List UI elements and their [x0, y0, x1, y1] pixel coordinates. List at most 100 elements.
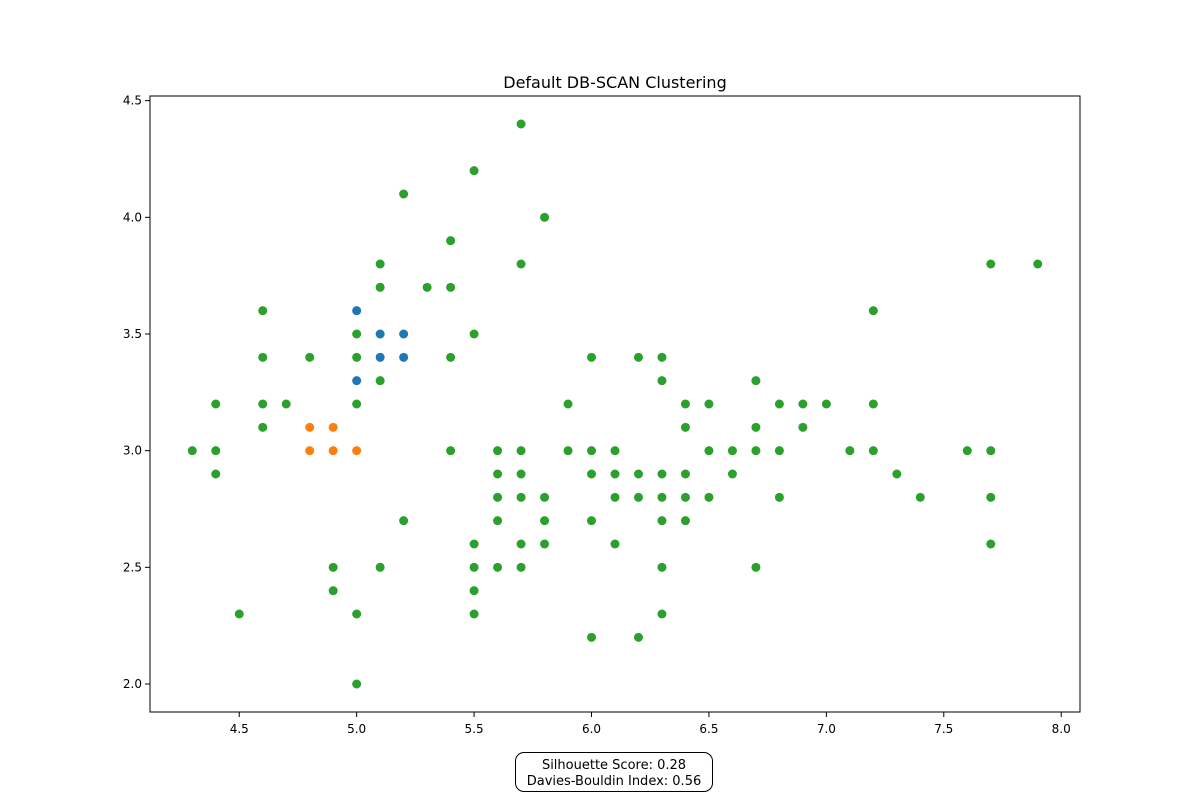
data-point-cluster-2-79 [493, 516, 503, 526]
data-point-cluster-1-1 [328, 422, 338, 432]
data-point-cluster-2-54 [868, 446, 878, 456]
data-point-cluster-2-19 [446, 352, 456, 362]
data-point-cluster-1-0 [305, 422, 315, 432]
data-point-cluster-2-47 [587, 446, 597, 456]
data-point-cluster-2-43 [446, 446, 456, 456]
x-tick-label: 4.5 [230, 722, 249, 736]
data-point-cluster-2-26 [211, 399, 221, 409]
data-point-cluster-2-99 [352, 609, 362, 619]
data-point-cluster-2-58 [493, 469, 503, 479]
data-point-cluster-2-98 [234, 609, 244, 619]
data-point-cluster-2-104 [352, 679, 362, 689]
data-point-cluster-2-81 [587, 516, 597, 526]
data-point-cluster-2-85 [516, 539, 526, 549]
data-point-cluster-2-40 [798, 422, 808, 432]
data-point-cluster-2-23 [375, 376, 385, 386]
data-point-cluster-2-56 [986, 446, 996, 456]
data-point-cluster-2-37 [258, 422, 268, 432]
data-point-cluster-2-60 [587, 469, 597, 479]
x-tick-label: 6.0 [582, 722, 601, 736]
data-point-cluster-2-84 [469, 539, 479, 549]
x-tick-label: 7.0 [817, 722, 836, 736]
data-point-cluster-2-49 [704, 446, 714, 456]
y-tick-label: 2.0 [123, 677, 142, 691]
data-point-cluster-0-4 [399, 352, 409, 362]
data-point-cluster-2-25 [751, 376, 761, 386]
data-point-cluster-2-69 [540, 492, 550, 502]
data-point-cluster-2-41 [187, 446, 197, 456]
data-point-cluster-2-89 [328, 562, 338, 572]
data-point-cluster-2-53 [845, 446, 855, 456]
data-point-cluster-2-65 [727, 469, 737, 479]
data-point-cluster-2-52 [774, 446, 784, 456]
data-point-cluster-2-28 [281, 399, 291, 409]
data-point-cluster-2-6 [516, 259, 526, 269]
y-tick-label: 4.0 [123, 210, 142, 224]
data-point-cluster-2-62 [633, 469, 643, 479]
data-point-cluster-2-7 [986, 259, 996, 269]
data-point-cluster-2-11 [446, 282, 456, 292]
data-point-cluster-2-16 [258, 352, 268, 362]
data-point-cluster-0-5 [352, 376, 362, 386]
data-point-cluster-2-88 [986, 539, 996, 549]
y-tick-label: 3.5 [123, 327, 142, 341]
data-point-cluster-2-21 [633, 352, 643, 362]
data-point-cluster-2-51 [751, 446, 761, 456]
data-point-cluster-2-2 [399, 189, 409, 199]
x-axis: 4.5 5.0 5.5 6.0 6.5 7.0 7.5 8.0 [230, 712, 1071, 736]
data-point-cluster-2-0 [516, 119, 526, 129]
x-tick-label: 5.5 [465, 722, 484, 736]
data-point-cluster-2-48 [610, 446, 620, 456]
data-point-cluster-2-39 [751, 422, 761, 432]
data-point-cluster-2-66 [892, 469, 902, 479]
data-point-cluster-2-42 [211, 446, 221, 456]
data-point-cluster-2-17 [305, 352, 315, 362]
data-point-cluster-2-55 [962, 446, 972, 456]
data-point-cluster-2-70 [610, 492, 620, 502]
data-point-cluster-2-97 [469, 586, 479, 596]
data-point-cluster-2-22 [657, 352, 667, 362]
data-point-cluster-2-29 [352, 399, 362, 409]
data-point-cluster-2-10 [422, 282, 432, 292]
data-point-cluster-2-92 [493, 562, 503, 572]
data-point-cluster-2-71 [633, 492, 643, 502]
data-point-cluster-2-100 [469, 609, 479, 619]
silhouette-score: Silhouette Score: 0.28 [541, 758, 687, 773]
data-point-cluster-2-67 [493, 492, 503, 502]
data-point-cluster-2-31 [680, 399, 690, 409]
data-point-cluster-2-64 [680, 469, 690, 479]
data-point-cluster-2-76 [915, 492, 925, 502]
data-point-cluster-2-24 [657, 376, 667, 386]
plot-frame [149, 95, 1081, 713]
data-point-cluster-2-59 [516, 469, 526, 479]
data-point-cluster-2-63 [657, 469, 667, 479]
data-point-cluster-2-13 [868, 306, 878, 316]
chart-title: Default DB-SCAN Clustering [503, 73, 726, 92]
data-point-cluster-1-2 [305, 446, 315, 456]
data-point-cluster-2-78 [399, 516, 409, 526]
data-point-cluster-2-96 [328, 586, 338, 596]
x-tick-label: 6.5 [699, 722, 718, 736]
data-point-cluster-2-18 [352, 352, 362, 362]
data-point-cluster-2-74 [704, 492, 714, 502]
data-point-cluster-2-95 [751, 562, 761, 572]
data-point-cluster-2-73 [680, 492, 690, 502]
metrics-box: Silhouette Score: 0.28 Davies-Bouldin In… [515, 752, 713, 792]
x-tick-label: 7.5 [934, 722, 953, 736]
data-point-cluster-2-82 [657, 516, 667, 526]
data-point-cluster-2-4 [446, 236, 456, 246]
data-point-cluster-1-4 [352, 446, 362, 456]
points-layer [187, 119, 1043, 689]
y-tick-label: 4.5 [123, 94, 142, 108]
data-point-cluster-2-57 [211, 469, 221, 479]
y-axis: 2.0 2.5 3.0 3.5 4.0 4.5 [123, 94, 150, 691]
data-point-cluster-2-87 [610, 539, 620, 549]
data-point-cluster-2-44 [493, 446, 503, 456]
davies-bouldin-index: Davies-Bouldin Index: 0.56 [526, 774, 702, 789]
y-tick-label: 2.5 [123, 560, 142, 574]
data-point-cluster-2-50 [727, 446, 737, 456]
data-point-cluster-2-35 [821, 399, 831, 409]
data-point-cluster-2-8 [1033, 259, 1043, 269]
data-point-cluster-2-15 [469, 329, 479, 339]
